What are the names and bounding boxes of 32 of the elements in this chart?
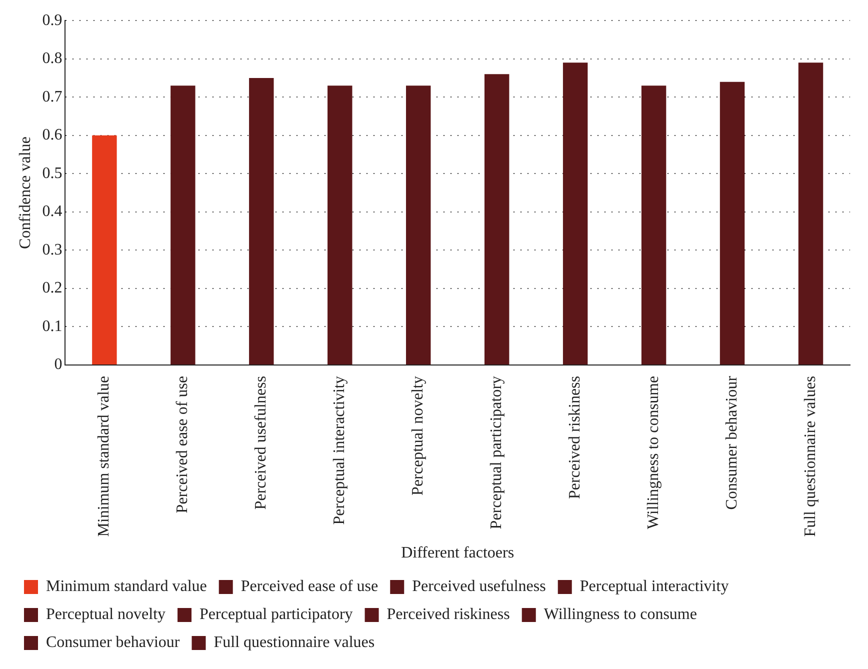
- legend-label: Minimum standard value: [46, 578, 207, 596]
- legend-label: Perceived ease of use: [240, 578, 378, 596]
- y-tick-label: 0.5: [42, 164, 62, 182]
- y-tick-label: 0.9: [42, 12, 62, 29]
- x-tick-label: Willingness to consume: [645, 376, 662, 530]
- y-axis-title: Confidence value: [16, 136, 34, 249]
- x-tick-label: Perceptual novelty: [410, 376, 427, 496]
- y-tick-label: 0.1: [42, 318, 62, 335]
- x-tick-label: Perceived ease of use: [174, 376, 192, 514]
- x-tick-label: Perceptual interactivity: [331, 376, 348, 525]
- x-tick-label: Perceived usefulness: [252, 376, 270, 510]
- y-tick-label: 0.3: [42, 241, 62, 258]
- x-tick-label: Perceptual participatory: [488, 376, 506, 530]
- x-tick-label: Full questionnaire values: [802, 376, 819, 537]
- x-tick-label: Consumer behaviour: [723, 375, 740, 510]
- y-tick-label: 0.7: [42, 88, 62, 106]
- y-tick-label: 0.8: [42, 50, 62, 68]
- legend-label: Perceptual interactivity: [580, 578, 729, 596]
- legend-label: Consumer behaviour: [46, 634, 180, 652]
- legend-label: Willingness to consume: [544, 606, 697, 624]
- legend-label: Perceived usefulness: [412, 578, 546, 596]
- y-tick-label: 0.2: [42, 280, 62, 297]
- x-axis-title: Different factoers: [401, 544, 514, 562]
- y-tick-label: 0.4: [42, 203, 62, 220]
- x-tick-label: Perceived riskiness: [566, 376, 584, 500]
- legend-label: Full questionnaire values: [214, 634, 375, 652]
- y-tick-label: 0: [54, 356, 62, 374]
- legend-label: Perceived riskiness: [386, 606, 510, 624]
- legend-label: Perceptual novelty: [46, 606, 166, 624]
- legend-label: Perceptual participatory: [200, 606, 353, 624]
- y-tick-label: 0.6: [42, 126, 62, 144]
- x-tick-label: Minimum standard value: [96, 376, 113, 537]
